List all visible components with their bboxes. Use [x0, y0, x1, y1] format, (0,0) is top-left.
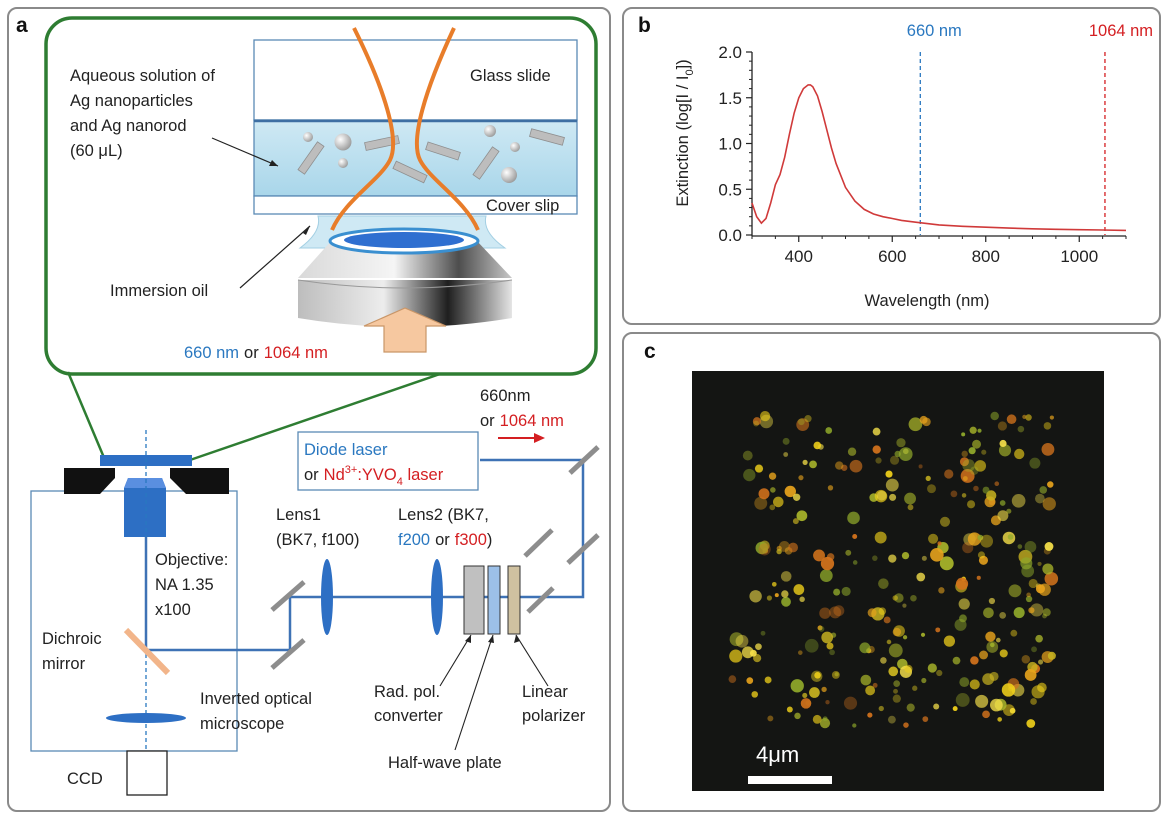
solution-label-2: Ag nanoparticles	[70, 92, 193, 110]
inset-frame	[44, 16, 598, 376]
solution-label-4: (60 μL)	[70, 142, 123, 160]
linear-pol-label-1: Linear	[522, 683, 568, 701]
nanoparticles	[303, 125, 520, 183]
rad-pol-label-1: Rad. pol.	[374, 683, 440, 701]
diode-laser-label: Diode laser	[304, 441, 388, 459]
inset-wavelength-label: 660 nm or 1064 nm	[184, 344, 328, 362]
incident-light-arrow-icon	[363, 307, 447, 353]
laser-box	[297, 431, 479, 491]
solution-label-3: and Ag nanorod	[70, 117, 187, 135]
rad-pol-label-2: converter	[374, 707, 443, 725]
ccd-label: CCD	[67, 770, 103, 788]
stage-right	[170, 468, 229, 494]
tube-lens	[106, 713, 186, 723]
half-wave-plate	[487, 565, 501, 635]
objective-body	[298, 280, 512, 327]
inset-connector-left	[66, 371, 107, 461]
beam-left	[330, 27, 395, 231]
solution-label-1: Aqueous solution of	[70, 67, 215, 85]
half-wave-label: Half-wave plate	[388, 754, 502, 772]
steering-mirrors	[270, 445, 600, 670]
laser-660-label: 660nm	[480, 387, 530, 405]
lens2	[431, 559, 443, 635]
cover-slip-label: Cover slip	[486, 197, 559, 215]
inset-connector-right	[189, 372, 441, 462]
radial-polarization-converter	[463, 565, 485, 635]
objective-label-1: Objective:	[155, 551, 228, 569]
scale-bar	[748, 776, 832, 784]
dichroic-label-1: Dichroic	[42, 630, 102, 648]
particle-spots	[728, 410, 1059, 729]
panel-label-c: c	[644, 340, 656, 363]
cover-slip	[253, 195, 578, 215]
lens1	[321, 559, 333, 635]
objective	[124, 478, 166, 537]
scale-bar-label: 4μm	[756, 742, 800, 767]
dichroic-label-2: mirror	[42, 655, 86, 673]
dark-field-image	[692, 371, 1104, 791]
nd-laser-label: or Nd3+:YVO4 laser	[304, 464, 444, 488]
lens2-label-1: Lens2 (BK7,	[398, 506, 489, 524]
microscope-label-1: Inverted optical	[200, 690, 312, 708]
panel-label-b: b	[638, 14, 651, 37]
linear-polarizer	[507, 565, 521, 635]
glass-slide-label: Glass slide	[470, 67, 551, 85]
stage-left	[64, 468, 115, 494]
nanorods	[297, 128, 565, 184]
dichroic-mirror	[123, 627, 171, 676]
immersion-oil-label: Immersion oil	[110, 282, 208, 300]
objective-label-3: x100	[155, 601, 191, 619]
beam-right	[415, 27, 480, 231]
lens2-label-2: f200 or f300)	[398, 531, 492, 549]
microscope-label-2: microscope	[200, 715, 284, 733]
ccd-camera	[126, 750, 168, 796]
objective-label-2: NA 1.35	[155, 576, 214, 594]
lens1-label-1: Lens1	[276, 506, 321, 524]
laser-1064-label: or 1064 nm	[480, 412, 564, 430]
panel-label-a: a	[16, 14, 28, 37]
solution-layer	[253, 119, 578, 197]
lens1-label-2: (BK7, f100)	[276, 531, 359, 549]
linear-pol-label-2: polarizer	[522, 707, 586, 725]
